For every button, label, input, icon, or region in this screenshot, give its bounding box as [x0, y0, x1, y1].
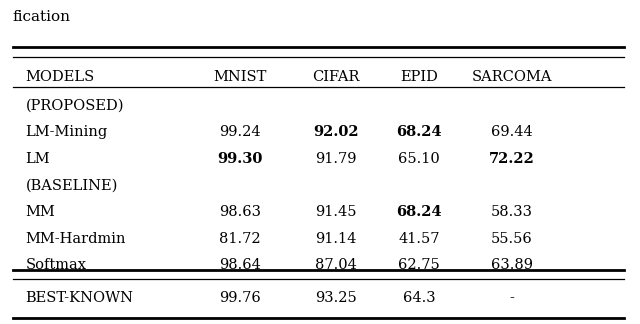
Text: Softmax: Softmax [26, 258, 86, 272]
Text: MM: MM [26, 205, 55, 219]
Text: (PROPOSED): (PROPOSED) [26, 99, 124, 113]
Text: 91.14: 91.14 [316, 232, 356, 246]
Text: -: - [509, 291, 515, 305]
Text: MNIST: MNIST [213, 70, 267, 84]
Text: 69.44: 69.44 [491, 125, 533, 139]
Text: 81.72: 81.72 [219, 232, 261, 246]
Text: 41.57: 41.57 [399, 232, 440, 246]
Text: EPID: EPID [400, 70, 438, 84]
Text: 91.79: 91.79 [316, 152, 356, 166]
Text: fication: fication [13, 10, 71, 24]
Text: 72.22: 72.22 [489, 152, 535, 166]
Text: 55.56: 55.56 [491, 232, 533, 246]
Text: 68.24: 68.24 [396, 125, 442, 139]
Text: 87.04: 87.04 [315, 258, 357, 272]
Text: 68.24: 68.24 [396, 205, 442, 219]
Text: CIFAR: CIFAR [312, 70, 360, 84]
Text: 99.76: 99.76 [219, 291, 261, 305]
Text: LM-Mining: LM-Mining [26, 125, 108, 139]
Text: MODELS: MODELS [26, 70, 95, 84]
Text: 63.89: 63.89 [491, 258, 533, 272]
Text: LM: LM [26, 152, 50, 166]
Text: 99.30: 99.30 [218, 152, 262, 166]
Text: 98.63: 98.63 [219, 205, 261, 219]
Text: SARCOMA: SARCOMA [472, 70, 552, 84]
Text: 58.33: 58.33 [491, 205, 533, 219]
Text: 98.64: 98.64 [219, 258, 261, 272]
Text: (BASELINE): (BASELINE) [26, 179, 118, 192]
Text: 92.02: 92.02 [313, 125, 359, 139]
Text: 62.75: 62.75 [398, 258, 440, 272]
Text: 99.24: 99.24 [219, 125, 261, 139]
Text: 65.10: 65.10 [398, 152, 440, 166]
Text: MM-Hardmin: MM-Hardmin [26, 232, 126, 246]
Text: BEST-KNOWN: BEST-KNOWN [26, 291, 134, 305]
Text: 64.3: 64.3 [403, 291, 435, 305]
Text: 93.25: 93.25 [315, 291, 357, 305]
Text: 91.45: 91.45 [316, 205, 356, 219]
